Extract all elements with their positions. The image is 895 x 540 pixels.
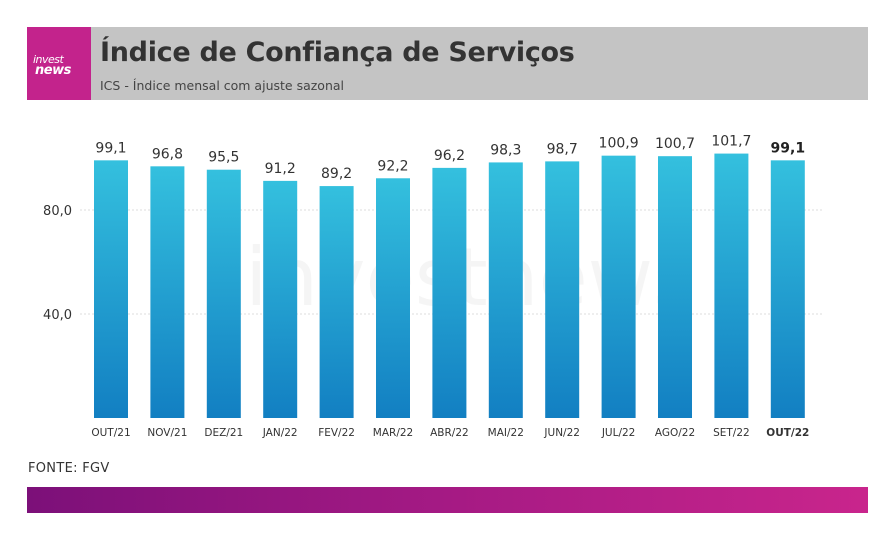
bar-value-label: 96,8 <box>152 146 183 162</box>
bar-value-label: 98,3 <box>490 142 521 158</box>
x-tick-label: FEV/22 <box>318 427 355 439</box>
bar-value-label: 92,2 <box>377 158 408 174</box>
bar-value-label: 98,7 <box>547 141 578 157</box>
x-tick-label: JUL/22 <box>601 427 636 439</box>
x-tick-label: JUN/22 <box>543 427 580 439</box>
x-tick-label: NOV/21 <box>147 427 187 439</box>
bar <box>658 156 692 418</box>
bar-value-label: 100,9 <box>599 136 639 152</box>
bar-value-label: 99,1 <box>95 140 126 156</box>
bar <box>770 160 805 418</box>
chart-subtitle: ICS - Índice mensal com ajuste sazonal <box>100 78 345 93</box>
chart-title: Índice de Confiança de Serviços <box>100 37 575 68</box>
bar <box>376 178 410 418</box>
logo-text-news: news <box>35 63 71 78</box>
x-tick-label: DEZ/21 <box>204 427 243 439</box>
x-tick-label: MAR/22 <box>373 427 413 439</box>
bar <box>263 180 298 418</box>
bar <box>94 160 128 418</box>
x-tick-label: SET/22 <box>713 427 750 439</box>
bar-value-label: 91,2 <box>265 161 296 177</box>
x-tick-label: JAN/22 <box>262 427 298 439</box>
x-tick-label: AGO/22 <box>655 427 695 439</box>
bar-value-label: 96,2 <box>434 148 465 164</box>
bar-value-label: 89,2 <box>321 166 352 182</box>
bar <box>545 161 580 418</box>
footer-bar <box>27 487 868 513</box>
bar <box>432 167 467 418</box>
bar-chart: 40,080,0 investnews 99,1 96,8 95,591,2 89,2… <box>43 134 822 439</box>
bar-value-label: 101,7 <box>711 134 751 150</box>
bar-value-label: 100,7 <box>655 136 695 152</box>
x-tick-label: OUT/22 <box>766 427 809 439</box>
bar-value-label: 99,1 <box>771 140 806 156</box>
investnews-logo: invest news <box>27 27 91 100</box>
bar <box>714 153 749 418</box>
y-tick-label: 40,0 <box>43 308 72 323</box>
bar <box>488 162 523 418</box>
x-tick-label: MAI/22 <box>488 427 524 439</box>
y-tick-label: 80,0 <box>43 204 72 219</box>
x-tick-label: ABR/22 <box>430 427 469 439</box>
source-note: FONTE: FGV <box>28 461 110 476</box>
x-tick-label: OUT/21 <box>91 427 130 439</box>
bar <box>206 169 241 418</box>
bar <box>319 186 354 418</box>
logo-text-invest: invest <box>33 53 64 66</box>
bar <box>601 155 636 418</box>
chart-header: invest news Índice de Confiança de Servi… <box>27 27 868 100</box>
bar <box>150 166 185 418</box>
bar-value-label: 95,5 <box>208 150 239 166</box>
